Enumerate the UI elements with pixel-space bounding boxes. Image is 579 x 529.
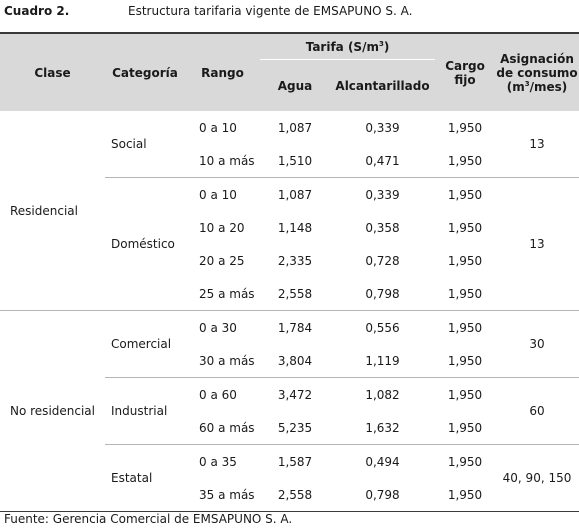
cell-rango: 0 a 30	[185, 310, 260, 344]
table-row: 60 a más 5,235 1,632 1,950	[0, 411, 579, 445]
cell-rango: 10 a más	[199, 153, 255, 168]
cell-alcantarillado: 1,119	[365, 353, 400, 368]
cell-alcantarillado: 0,798	[365, 286, 400, 301]
cell-cargo: 1,950	[447, 420, 483, 435]
table-row: 35 a más 2,558 0,798 1,950	[0, 478, 579, 512]
cell-alcantarillado: 0,358	[365, 220, 400, 235]
caption-number: Cuadro 2.	[4, 4, 70, 18]
header-clase: Clase	[0, 34, 105, 111]
cell-agua: 3,472	[260, 377, 330, 411]
table-caption: Cuadro 2. Estructura tarifaria vigente d…	[4, 4, 575, 24]
header-asignacion: Asignación de consumo (m3/mes)	[495, 34, 579, 111]
cell-cargo: 1,950	[447, 253, 483, 268]
cell-alcantarillado: 1,632	[365, 420, 400, 435]
cell-rango: 0 a 35	[185, 444, 260, 478]
cell-cargo: 1,950	[447, 220, 483, 235]
cell-rango: 0 a 60	[185, 377, 260, 411]
clase-no-residencial: No residencial	[0, 310, 105, 512]
categoria-social: Social	[111, 137, 147, 151]
cell-alcantarillado: 0,339	[365, 120, 400, 135]
source-note: Fuente: Gerencia Comercial de EMSAPUNO S…	[4, 512, 293, 526]
cell-alcantarillado: 0,339	[330, 177, 436, 211]
cell-cargo: 1,950	[435, 444, 496, 478]
categoria-comercial: Comercial	[105, 310, 185, 378]
cell-agua: 1,087	[260, 177, 330, 211]
table-row: 30 a más 3,804 1,119 1,950	[0, 344, 579, 378]
cell-agua: 5,235	[277, 420, 313, 435]
cell-cargo: 1,950	[435, 478, 496, 512]
header-agua: Agua	[260, 59, 330, 111]
table-row: Residencial Social 0 a 10 1,087 0,339 1,…	[0, 111, 579, 218]
cell-alcantarillado: 0,556	[330, 310, 436, 344]
cell-cargo: 1,950	[435, 377, 496, 411]
cell-rango: 60 a más	[199, 420, 255, 435]
asignacion-domestico: 13	[495, 177, 579, 311]
cell-agua: 1,087	[277, 120, 313, 135]
cell-rango: 20 a 25	[199, 253, 245, 268]
categoria-estatal: Estatal	[105, 444, 185, 512]
header-cargo-fijo: Cargo fijo	[435, 34, 496, 111]
cell-rango: 30 a más	[199, 353, 255, 368]
cell-rango: 25 a más	[199, 286, 255, 301]
cell-cargo: 1,950	[447, 120, 483, 135]
cell-agua: 3,804	[277, 353, 313, 368]
asignacion-industrial: 60	[495, 377, 579, 445]
header-categoria: Categoría	[105, 34, 185, 111]
table-row: 10 a más 1,510 0,471 1,950	[0, 144, 579, 178]
cell-cargo: 1,950	[447, 286, 483, 301]
cell-rango: 0 a 10	[199, 120, 237, 135]
table-row: Doméstico 0 a 10 1,087 0,339 1,950 13	[0, 177, 579, 311]
cell-cargo: 1,950	[435, 177, 496, 211]
table-row: 20 a 25 2,335 0,728 1,950	[0, 244, 579, 277]
header-tarifa: Tarifa (S/m3)	[260, 34, 436, 60]
cell-agua: 1,148	[277, 220, 313, 235]
cell-rango: 0 a 10	[185, 177, 260, 211]
cell-alcantarillado: 0,798	[330, 478, 436, 512]
cell-agua: 2,335	[277, 253, 313, 268]
top-rule	[0, 32, 579, 34]
cell-agua: 1,510	[277, 153, 313, 168]
header-alcantarillado: Alcantarillado	[330, 59, 436, 111]
cell-alcantarillado: 0,494	[330, 444, 436, 478]
cell-cargo: 1,950	[447, 153, 483, 168]
cell-agua: 1,587	[260, 444, 330, 478]
caption-title: Estructura tarifaria vigente de EMSAPUNO…	[128, 4, 413, 18]
cell-alcantarillado: 1,082	[330, 377, 436, 411]
table-row: 25 a más 2,558 0,798 1,950	[0, 277, 579, 311]
categoria-industrial: Industrial	[105, 377, 185, 445]
header-rango: Rango	[185, 34, 260, 111]
clase-residencial: Residencial	[10, 203, 78, 218]
cell-agua: 2,558	[260, 478, 330, 512]
cell-agua: 2,558	[277, 286, 313, 301]
cell-rango: 35 a más	[185, 478, 260, 512]
table-row: No residencial Comercial 0 a 30 1,784 0,…	[0, 310, 579, 512]
asignacion-social: 13	[529, 137, 545, 151]
table-row: Estatal 0 a 35 1,587 0,494 1,950 40, 90,…	[0, 444, 579, 512]
asignacion-estatal: 40, 90, 150	[495, 444, 579, 512]
cell-agua: 1,784	[260, 310, 330, 344]
cell-rango: 10 a 20	[199, 220, 245, 235]
cell-cargo: 1,950	[447, 353, 483, 368]
cell-alcantarillado: 0,728	[365, 253, 400, 268]
categoria-domestico: Doméstico	[105, 177, 185, 311]
table-row: Industrial 0 a 60 3,472 1,082 1,950 60	[0, 377, 579, 445]
table-row: 10 a 20 1,148 0,358 1,950	[0, 211, 579, 244]
cell-alcantarillado: 0,471	[365, 153, 400, 168]
asignacion-comercial: 30	[495, 310, 579, 378]
cell-cargo: 1,950	[435, 310, 496, 344]
tariff-table: Clase Categoría Rango Tarifa (S/m3) Carg…	[0, 34, 579, 512]
